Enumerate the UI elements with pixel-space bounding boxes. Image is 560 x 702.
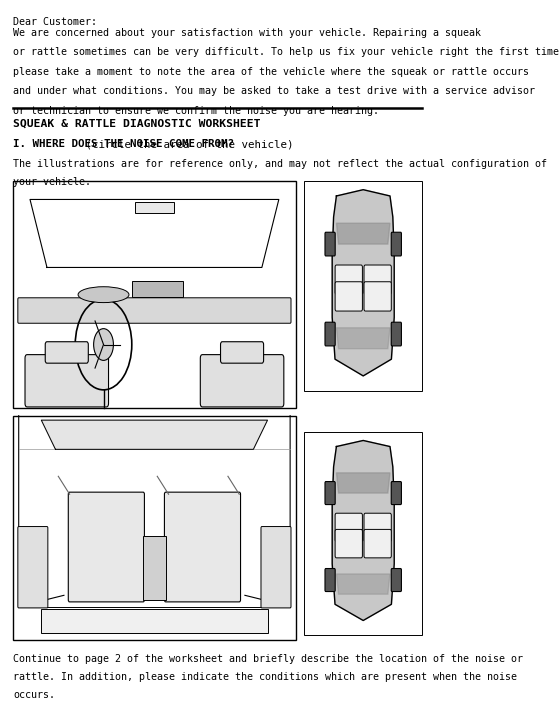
Text: The illustrations are for reference only, and may not reflect the actual configu: The illustrations are for reference only…: [13, 159, 547, 169]
Polygon shape: [337, 328, 390, 349]
Text: We are concerned about your satisfaction with your vehicle. Repairing a squeak: We are concerned about your satisfaction…: [13, 28, 481, 38]
Circle shape: [94, 329, 114, 360]
Text: or rattle sometimes can be very difficult. To help us fix your vehicle right the: or rattle sometimes can be very difficul…: [13, 48, 559, 58]
Text: or technician to ensure we confirm the noise you are hearing.: or technician to ensure we confirm the n…: [13, 106, 379, 116]
FancyBboxPatch shape: [335, 282, 362, 311]
Ellipse shape: [78, 286, 129, 303]
FancyBboxPatch shape: [325, 569, 335, 592]
Bar: [13, 181, 296, 408]
FancyBboxPatch shape: [325, 482, 335, 505]
FancyBboxPatch shape: [18, 298, 291, 323]
Polygon shape: [332, 190, 394, 376]
Text: occurs.: occurs.: [13, 691, 55, 701]
Text: rattle. In addition, please indicate the conditions which are present when the n: rattle. In addition, please indicate the…: [13, 673, 517, 682]
Text: I. WHERE DOES THE NOISE COME FROM?: I. WHERE DOES THE NOISE COME FROM?: [13, 140, 234, 150]
Polygon shape: [332, 440, 394, 621]
Polygon shape: [337, 574, 390, 594]
FancyBboxPatch shape: [335, 529, 362, 558]
Polygon shape: [337, 223, 390, 244]
FancyBboxPatch shape: [325, 322, 335, 346]
FancyBboxPatch shape: [364, 513, 391, 542]
Bar: [132, 281, 183, 297]
Text: please take a moment to note the area of the vehicle where the squeak or rattle : please take a moment to note the area of…: [13, 67, 529, 77]
Text: (circle the area of the vehicle): (circle the area of the vehicle): [79, 140, 293, 150]
Bar: [134, 201, 174, 213]
FancyBboxPatch shape: [221, 342, 264, 363]
Text: your vehicle.: your vehicle.: [13, 177, 91, 187]
Bar: [13, 416, 296, 640]
FancyBboxPatch shape: [325, 232, 335, 256]
FancyBboxPatch shape: [364, 282, 391, 311]
Bar: [143, 536, 166, 600]
FancyBboxPatch shape: [391, 322, 402, 346]
FancyBboxPatch shape: [200, 355, 284, 407]
FancyBboxPatch shape: [391, 232, 402, 256]
FancyBboxPatch shape: [45, 342, 88, 363]
FancyBboxPatch shape: [18, 526, 48, 608]
FancyBboxPatch shape: [364, 265, 391, 294]
FancyBboxPatch shape: [335, 265, 362, 294]
FancyBboxPatch shape: [25, 355, 109, 407]
FancyBboxPatch shape: [391, 569, 402, 592]
FancyBboxPatch shape: [68, 492, 144, 602]
Text: SQUEAK & RATTLE DIAGNOSTIC WORKSHEET: SQUEAK & RATTLE DIAGNOSTIC WORKSHEET: [13, 119, 260, 128]
FancyBboxPatch shape: [165, 492, 241, 602]
Bar: [305, 181, 422, 390]
Polygon shape: [41, 420, 268, 449]
Text: Continue to page 2 of the worksheet and briefly describe the location of the noi: Continue to page 2 of the worksheet and …: [13, 654, 523, 664]
Polygon shape: [337, 473, 390, 493]
Bar: [41, 609, 268, 633]
FancyBboxPatch shape: [261, 526, 291, 608]
FancyBboxPatch shape: [335, 513, 362, 542]
Text: and under what conditions. You may be asked to take a test drive with a service : and under what conditions. You may be as…: [13, 86, 535, 96]
FancyBboxPatch shape: [364, 529, 391, 558]
Bar: [305, 432, 422, 635]
Text: Dear Customer:: Dear Customer:: [13, 18, 97, 27]
FancyBboxPatch shape: [391, 482, 402, 505]
